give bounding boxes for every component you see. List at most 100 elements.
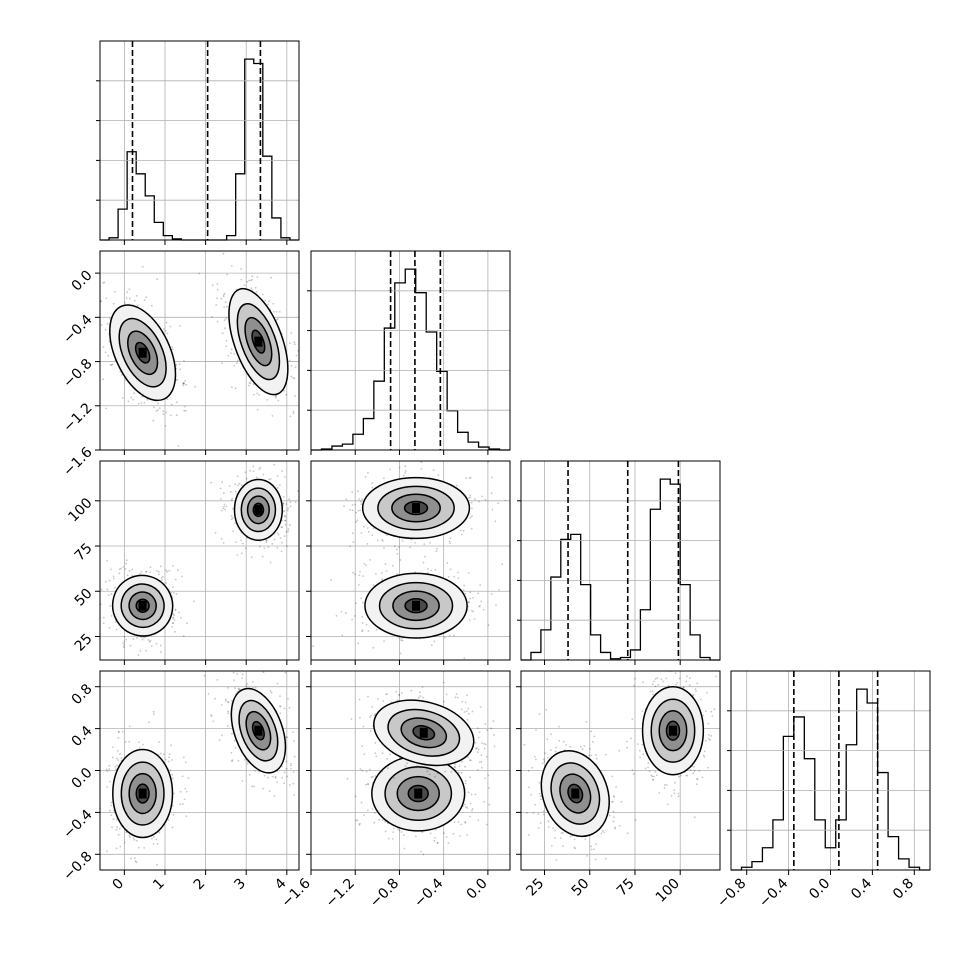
sample-point xyxy=(370,776,373,779)
sample-point xyxy=(230,386,233,388)
density-2-0 xyxy=(99,463,299,656)
sample-point xyxy=(265,541,268,543)
sample-point xyxy=(552,827,555,829)
sample-point xyxy=(446,562,449,564)
sample-point xyxy=(679,774,682,777)
sample-point xyxy=(449,568,452,571)
sample-point xyxy=(463,803,466,806)
sample-point xyxy=(361,769,364,772)
sample-point xyxy=(284,519,287,522)
sample-point xyxy=(375,573,377,575)
sample-point xyxy=(286,545,288,548)
sample-point xyxy=(367,471,369,474)
sample-point xyxy=(677,795,680,797)
panel-0-0 xyxy=(100,41,299,240)
sample-point xyxy=(237,759,240,762)
sample-point xyxy=(238,482,241,485)
sample-point xyxy=(126,291,129,294)
sample-point xyxy=(289,501,292,503)
sample-point xyxy=(477,751,479,754)
panel-3-3 xyxy=(731,671,930,870)
sample-point xyxy=(110,615,113,617)
sample-point xyxy=(172,586,174,588)
sample-point xyxy=(234,522,237,525)
sample-point xyxy=(485,755,488,758)
sample-point xyxy=(398,829,401,832)
sample-point xyxy=(550,845,553,847)
sample-point xyxy=(369,716,371,719)
sample-point xyxy=(354,819,357,822)
sample-point xyxy=(216,288,219,291)
sample-point xyxy=(351,618,353,621)
sample-point xyxy=(124,741,127,743)
sample-point xyxy=(488,787,490,789)
sample-point xyxy=(626,740,628,743)
sample-point xyxy=(137,741,140,744)
sample-point xyxy=(634,677,636,680)
sample-point xyxy=(545,708,548,711)
sample-point xyxy=(464,592,467,595)
sample-point xyxy=(152,835,155,838)
sample-point xyxy=(273,463,276,466)
sample-point xyxy=(230,352,232,354)
sample-point xyxy=(593,735,596,738)
sample-point xyxy=(454,696,457,699)
sample-point xyxy=(283,515,286,517)
sample-point xyxy=(155,643,158,645)
sample-point xyxy=(420,461,423,464)
sample-point xyxy=(367,695,369,698)
sample-point xyxy=(128,297,131,300)
sample-point xyxy=(143,401,146,404)
sample-point xyxy=(360,532,363,534)
sample-point xyxy=(270,276,272,279)
sample-point xyxy=(472,610,475,613)
sample-point xyxy=(504,499,507,502)
sample-point xyxy=(183,382,186,385)
sample-point xyxy=(383,640,385,642)
sample-point xyxy=(221,734,224,737)
sample-point xyxy=(620,800,623,803)
sample-point xyxy=(477,819,480,822)
sample-point xyxy=(312,645,315,648)
sample-point xyxy=(285,736,288,739)
sample-point xyxy=(393,545,396,548)
sample-point xyxy=(175,414,178,417)
sample-point xyxy=(354,602,357,605)
sample-point xyxy=(233,353,236,355)
sample-point xyxy=(595,754,597,756)
sample-point xyxy=(469,776,472,779)
sample-point xyxy=(292,782,295,785)
sample-point xyxy=(158,407,161,409)
sample-point xyxy=(163,328,165,330)
sample-point xyxy=(277,533,280,536)
sample-point xyxy=(234,387,237,390)
sample-point xyxy=(220,297,223,300)
sample-point xyxy=(484,723,487,725)
sample-point xyxy=(452,832,455,835)
sample-point xyxy=(170,591,173,594)
sample-point xyxy=(420,850,422,853)
sample-point xyxy=(242,542,244,545)
sample-point xyxy=(259,466,262,469)
sample-point xyxy=(292,771,295,773)
sample-point xyxy=(255,291,258,293)
sample-point xyxy=(230,265,233,267)
sample-point xyxy=(223,319,226,322)
sample-point xyxy=(665,784,668,786)
sample-point xyxy=(612,820,615,823)
sample-point xyxy=(538,713,541,715)
density-peak xyxy=(254,725,263,736)
sample-point xyxy=(604,857,607,860)
sample-point xyxy=(158,741,161,743)
sample-point xyxy=(493,734,495,736)
sample-point xyxy=(595,843,597,846)
sample-point xyxy=(283,496,285,498)
sample-point xyxy=(182,756,185,759)
sample-point xyxy=(149,566,152,569)
sample-point xyxy=(152,419,155,422)
sample-point xyxy=(147,639,150,641)
sample-point xyxy=(400,692,403,694)
sample-point xyxy=(102,282,104,284)
sample-point xyxy=(123,841,126,844)
